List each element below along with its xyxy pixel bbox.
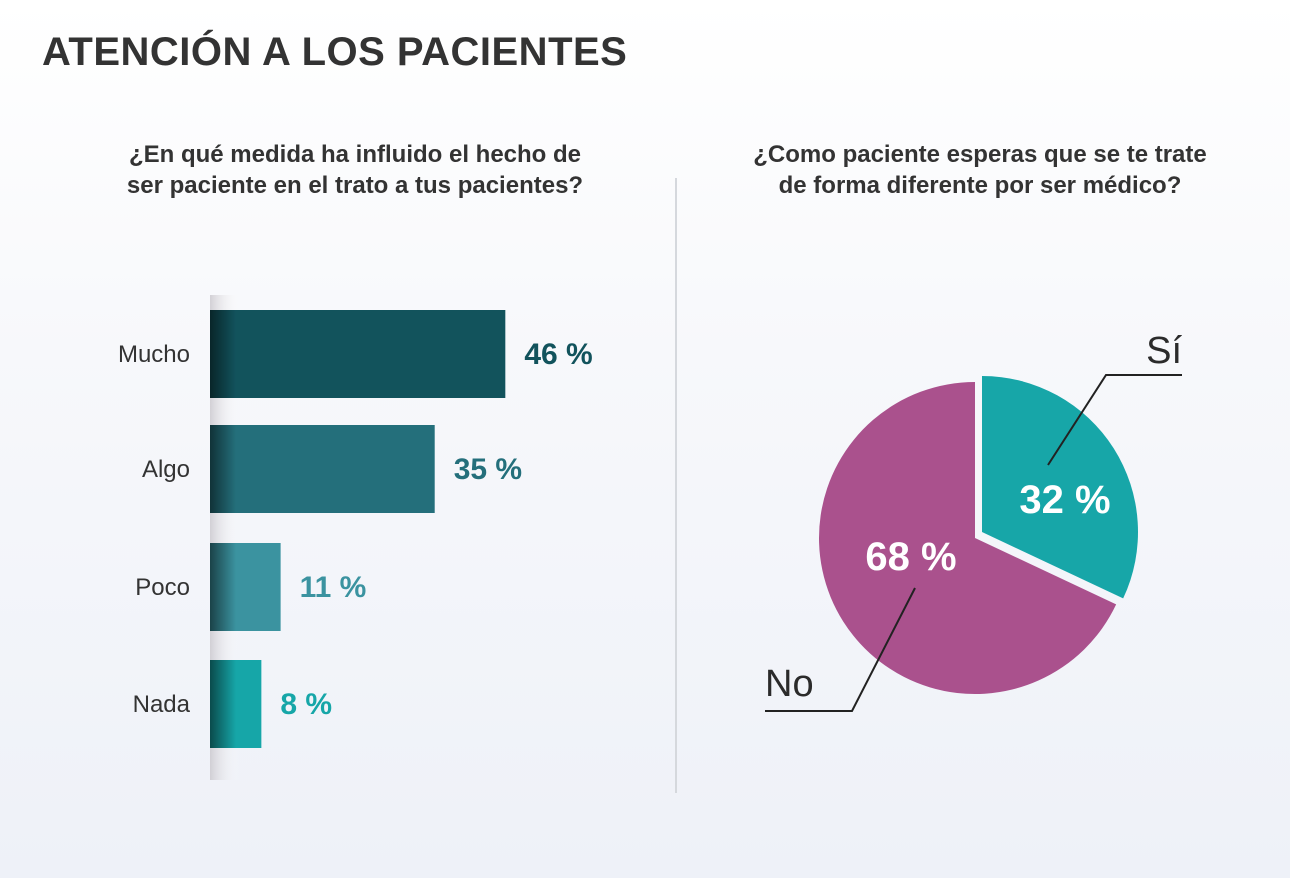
bar-title-line: ¿En qué medida ha influido el hecho de	[128, 141, 582, 168]
bar-category-label: Algo	[142, 456, 190, 483]
bar-value-label: 11 %	[300, 571, 367, 604]
pie-category-label: No	[765, 663, 814, 705]
bar-algo	[210, 425, 435, 513]
bar-value-label: 8 %	[280, 688, 332, 721]
pie-title-line: de forma diferente por ser médico?	[778, 172, 1182, 199]
pie-chart-title: ¿Como paciente esperas que se te trate d…	[700, 139, 1260, 201]
bar-mucho	[210, 310, 506, 398]
bar-title-line: ser paciente en el trato a tus pacientes…	[126, 172, 584, 199]
bar-shade	[210, 425, 236, 513]
leader-line	[765, 587, 916, 712]
pie-category-label: Sí	[1146, 330, 1182, 372]
bar-chart-title: ¿En qué medida ha influido el hecho de s…	[80, 139, 630, 201]
pie-slice-no	[819, 382, 1117, 695]
page-title: ATENCIÓN A LOS PACIENTES	[42, 30, 628, 74]
bar-value-label: 46 %	[524, 338, 592, 371]
bar-category-label: Poco	[135, 574, 190, 601]
bar-shade	[210, 660, 236, 748]
bar-shade	[210, 310, 236, 398]
divider	[675, 178, 677, 793]
pie-value-label: 68 %	[865, 535, 956, 579]
bar-shade	[210, 543, 236, 631]
bar-value-label: 35 %	[454, 453, 522, 486]
pie-title-line: ¿Como paciente esperas que se te trate	[753, 141, 1207, 168]
leader-line	[1047, 374, 1182, 466]
pie-slice-si	[982, 376, 1138, 599]
bar-category-label: Mucho	[118, 341, 190, 368]
pie-value-label: 32 %	[1019, 478, 1110, 522]
bar-category-label: Nada	[133, 691, 191, 718]
